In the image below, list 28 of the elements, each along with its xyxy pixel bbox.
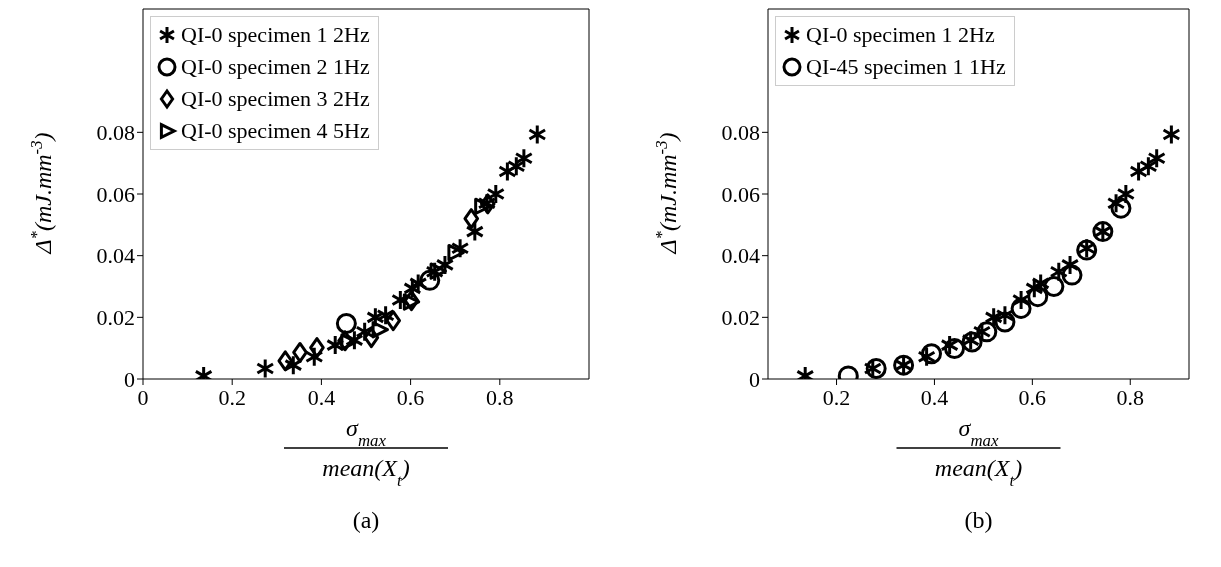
- y-tick-label: 0.06: [96, 181, 135, 207]
- x-tick-label: 0.4: [307, 384, 336, 410]
- y-tick-label: 0.08: [721, 120, 760, 146]
- y-tick-label: 0.02: [721, 305, 760, 331]
- x-tick-label: 0.2: [822, 384, 851, 410]
- legend-label: QI-0 specimen 2 1Hz: [181, 53, 370, 81]
- x-tick-label: 0.8: [486, 384, 514, 410]
- legend-label: QI-0 specimen 3 2Hz: [181, 85, 370, 113]
- x-tick-label: 0.6: [1018, 384, 1047, 410]
- x-tick-label: 0.4: [920, 384, 949, 410]
- text: (b): [964, 507, 993, 533]
- x-tick-label: 0.8: [1116, 384, 1145, 410]
- y-tick-label: 0: [124, 366, 135, 392]
- x-axis-title: σ$_{max}$ mean(X$_{t}$): [934, 415, 1023, 490]
- legend-label: QI-0 specimen 1 2Hz: [181, 21, 370, 49]
- y-tick-label: 0.08: [96, 120, 135, 146]
- x-axis-title: σ$_{max}$ mean(X$_{t}$): [322, 415, 410, 490]
- text: (a): [352, 507, 380, 533]
- x-tick-label: 0.6: [396, 384, 425, 410]
- legend-label: QI-0 specimen 1 2Hz: [806, 21, 995, 49]
- legend-label: QI-0 specimen 4 5Hz: [181, 117, 370, 145]
- y-tick-label: 0: [749, 366, 760, 392]
- y-tick-label: 0.04: [96, 243, 135, 269]
- y-tick-label: 0.02: [96, 305, 135, 331]
- legend-label: QI-45 specimen 1 1Hz: [806, 53, 1006, 81]
- y-tick-label: 0.04: [721, 243, 760, 269]
- y-tick-label: 0.06: [721, 181, 760, 207]
- x-tick-label: 0.2: [218, 384, 246, 410]
